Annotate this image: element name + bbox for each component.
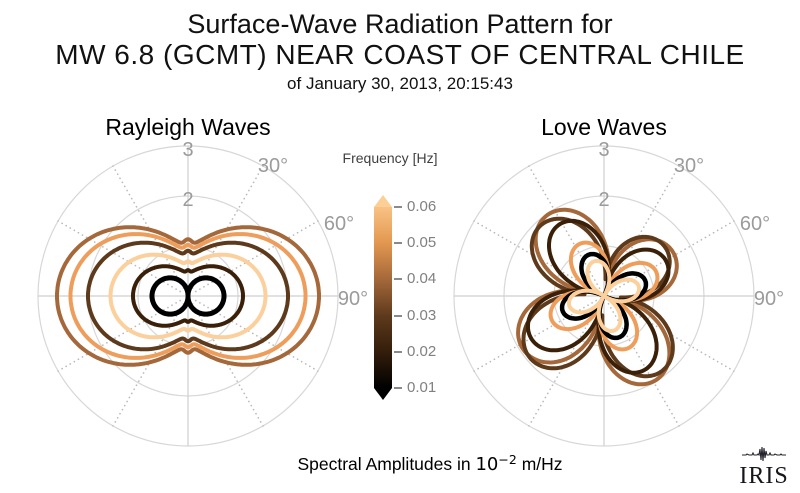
colorbar-tick-mark [394,387,402,389]
angle-tick-label: 60° [740,213,770,235]
colorbar-tick-mark [394,242,402,245]
angle-tick-label: 30° [674,155,704,177]
radiation-curves [55,225,321,367]
radiation-curve [55,225,321,367]
radiation-curve [68,232,308,360]
iris-logo-text: IRIS [739,463,789,489]
radial-tick-label: 2 [598,189,609,211]
caption-power-exponent: −2 [498,452,517,467]
polar-axis-labels: 2 3 30° 60° 90° [598,139,784,310]
main-title-line1: Surface-Wave Radiation Pattern for [187,9,613,39]
colorbar-tick-label: 0.06 [407,198,437,215]
colorbar-gradient [374,207,392,388]
colorbar-tick-mark [394,278,402,281]
angle-tick-label: 90° [754,288,784,310]
rayleigh-plot-title: Rayleigh Waves [105,114,271,140]
radiation-curve [548,240,660,352]
colorbar-tick-mark [394,314,402,317]
main-title-line2: MW 6.8 (GCMT) NEAR COAST OF CENTRAL CHIL… [55,39,745,71]
colorbar-title: Frequency [Hz] [342,150,438,166]
love-polar-chart: 2 3 30° 60° 90° [453,139,784,447]
radiation-curve [567,259,641,333]
radial-tick-label: 2 [182,189,193,211]
angle-tick-label: 90° [338,288,368,310]
caption-suffix: m/Hz [516,454,563,474]
amplitude-units-caption: Spectral Amplitudes in 10−2 m/Hz [60,452,800,475]
angle-tick-label: 60° [324,213,354,235]
main-title-line3: of January 30, 2013, 20:15:43 [287,73,513,93]
radiation-curve [526,218,671,375]
radiation-curve [131,264,245,328]
main-title: Surface-Wave Radiation Pattern for MW 6.… [0,9,800,93]
love-plot-title: Love Waves [541,114,667,140]
radiation-curve [516,207,679,387]
radial-tick-label: 3 [182,139,193,161]
colorbar-tick-label: 0.05 [407,234,437,252]
colorbar-tick-label: 0.01 [407,379,437,396]
colorbar-top-arrow-icon [374,195,392,207]
caption-power-base: 10 [475,454,499,475]
iris-logo: IRIS [734,446,794,488]
colorbar-bottom-arrow-icon [374,388,392,400]
angle-tick-label: 30° [258,155,288,177]
radiation-curves [516,207,679,387]
radiation-curve [149,275,227,317]
colorbar-tick-mark [394,206,402,208]
radial-tick-label: 3 [598,139,609,161]
frequency-colorbar: Frequency [Hz] 0.01 0.02 0.03 0.04 0.05 0.06 [323,150,457,420]
colorbar-tick-label: 0.03 [407,306,437,324]
caption-prefix: Spectral Amplitudes in [297,454,476,474]
rayleigh-polar-chart: 2 3 30° 60° 90° [37,139,368,447]
radiation-curve [108,252,268,340]
polar-axis-labels: 2 3 30° 60° 90° [182,139,368,310]
seismogram-icon [742,446,786,462]
colorbar-tick-label: 0.04 [407,270,437,288]
colorbar-tick-mark [394,350,402,353]
radiation-curve [86,240,290,352]
colorbar-tick-label: 0.02 [407,342,437,360]
